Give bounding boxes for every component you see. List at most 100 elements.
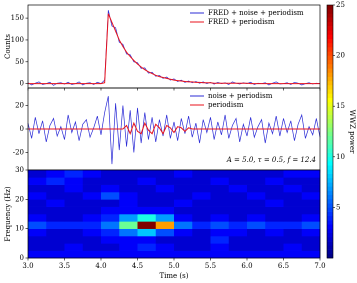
heat-cell [210, 243, 230, 251]
heat-cell [28, 170, 47, 178]
heat-cell [64, 236, 84, 244]
heat-cell [137, 236, 157, 244]
colorbar-step [327, 93, 333, 99]
heat-cell [228, 221, 248, 229]
heat-cell [64, 221, 84, 229]
heat-cell [265, 184, 284, 193]
heat-cell [247, 177, 266, 185]
heat-cell [28, 192, 47, 200]
heat-cell [64, 177, 84, 185]
heat-cell [137, 206, 157, 215]
colorbar-step [327, 211, 333, 217]
heat-cell [247, 214, 266, 222]
colorbar-step [327, 38, 333, 44]
series-line [28, 121, 320, 136]
heat-cell [137, 243, 157, 251]
heat-cell [174, 170, 193, 178]
colorbar-step [327, 17, 333, 23]
colorbar-step [327, 203, 333, 208]
heat-cell [265, 221, 284, 229]
heat-cell [82, 192, 102, 200]
heat-cell [155, 221, 175, 229]
heat-cell [247, 236, 266, 244]
heat-cell [301, 250, 321, 259]
heat-cell [283, 236, 303, 244]
heat-cell [137, 170, 157, 178]
heat-cell [28, 177, 47, 185]
legend-label: FRED + periodism [208, 18, 275, 26]
heat-cell [119, 250, 138, 259]
heat-cell [64, 170, 84, 178]
heat-cell [46, 214, 65, 222]
heat-cell [265, 199, 284, 207]
heat-cell [192, 236, 211, 244]
heat-cell [155, 236, 175, 244]
heat-cell [174, 243, 193, 251]
colorbar-step [327, 241, 333, 246]
heat-cell [247, 250, 266, 259]
heat-cell [301, 170, 321, 178]
colorbar-step [327, 198, 333, 204]
heat-cell [28, 206, 47, 215]
series-line [27, 10, 321, 86]
colorbar-step [327, 64, 333, 69]
heat-cell [101, 221, 120, 229]
heat-cell [137, 192, 157, 200]
colorbar-step [327, 177, 333, 183]
colorbar-step [327, 101, 333, 107]
heat-cell [82, 214, 102, 222]
heat-cell [210, 228, 230, 237]
heat-cell [301, 177, 321, 185]
heat-cell [192, 214, 211, 222]
x-axis-label: Time (s) [160, 272, 189, 280]
colorbar-step [327, 215, 333, 221]
colorbar-step [327, 207, 333, 212]
colorbar-step [327, 76, 333, 82]
y-tick-label: 20 [15, 195, 24, 203]
heat-cell [64, 243, 84, 251]
heat-cell [174, 221, 193, 229]
heat-cell [46, 243, 65, 251]
heat-cell [64, 206, 84, 215]
heat-cell [155, 228, 175, 237]
colorbar-step [327, 55, 333, 61]
heat-cell [28, 221, 47, 229]
heat-cell [283, 177, 303, 185]
colorbar-label: WWZ power [348, 110, 356, 154]
heat-cell [46, 221, 65, 229]
heat-cell [247, 192, 266, 200]
heat-cell [155, 250, 175, 259]
colorbar-step [327, 30, 333, 35]
heat-cell [283, 243, 303, 251]
heat-cell [137, 221, 157, 229]
heat-cell [210, 236, 230, 244]
colorbar-step [327, 135, 333, 141]
heat-cell [301, 199, 321, 207]
heat-cell [101, 228, 120, 237]
heat-cell [265, 236, 284, 244]
heat-cell [46, 184, 65, 193]
y-axis-label: Counts [4, 34, 12, 59]
colorbar-step [327, 148, 333, 153]
heat-cell [82, 228, 102, 237]
heat-cell [228, 214, 248, 222]
heat-cell [28, 236, 47, 244]
heat-cell [174, 206, 193, 215]
colorbar-step [327, 194, 333, 200]
heat-cell [283, 206, 303, 215]
heat-cell [174, 184, 193, 193]
heat-cell [137, 214, 157, 222]
colorbar-step [327, 110, 333, 115]
heat-cell [174, 228, 193, 237]
heat-cell [174, 236, 193, 244]
y-tick-label: 10 [15, 225, 24, 233]
heat-cell [64, 184, 84, 193]
colorbar-step [327, 232, 333, 238]
heat-cell [137, 250, 157, 259]
heat-cell [82, 221, 102, 229]
heat-cell [301, 214, 321, 222]
x-tick-label: 3.0 [22, 262, 33, 270]
heat-cell [137, 177, 157, 185]
heat-cell [46, 206, 65, 215]
heat-cell [82, 243, 102, 251]
